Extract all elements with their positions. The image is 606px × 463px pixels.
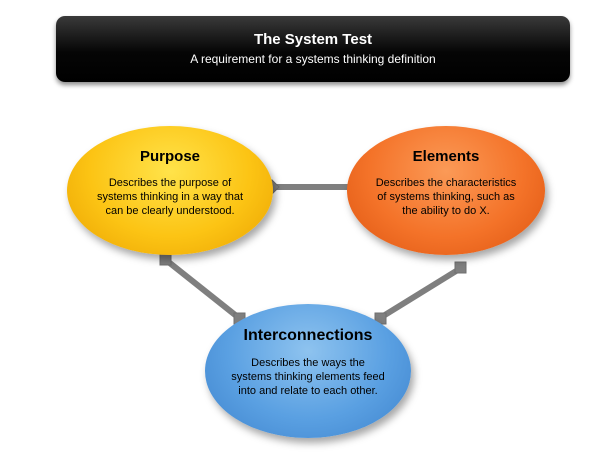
connector-elements-interconnections xyxy=(378,265,463,321)
elements-heading: Elements xyxy=(412,148,480,165)
elements-node: Elements Describes the characteristics o… xyxy=(347,126,545,255)
interconnections-heading: Interconnections xyxy=(243,327,373,344)
diagram-subtitle: A requirement for a systems thinking def… xyxy=(190,52,436,66)
elements-description: Describes the characteristics of systems… xyxy=(375,177,517,217)
connector-end-square xyxy=(159,253,172,266)
purpose-node: Purpose Describes the purpose of systems… xyxy=(67,126,273,255)
connector-purpose-interconnections xyxy=(164,257,241,321)
diagram-title: The System Test xyxy=(253,31,373,48)
interconnections-node: Interconnections Describes the ways the … xyxy=(205,304,411,438)
connector-end-square xyxy=(454,261,467,274)
purpose-heading: Purpose xyxy=(139,148,200,165)
purpose-description: Describes the purpose of systems thinkin… xyxy=(96,177,244,217)
interconnections-description: Describes the ways the systems thinking … xyxy=(231,357,385,397)
title-banner: The System Test A requirement for a syst… xyxy=(56,16,570,82)
